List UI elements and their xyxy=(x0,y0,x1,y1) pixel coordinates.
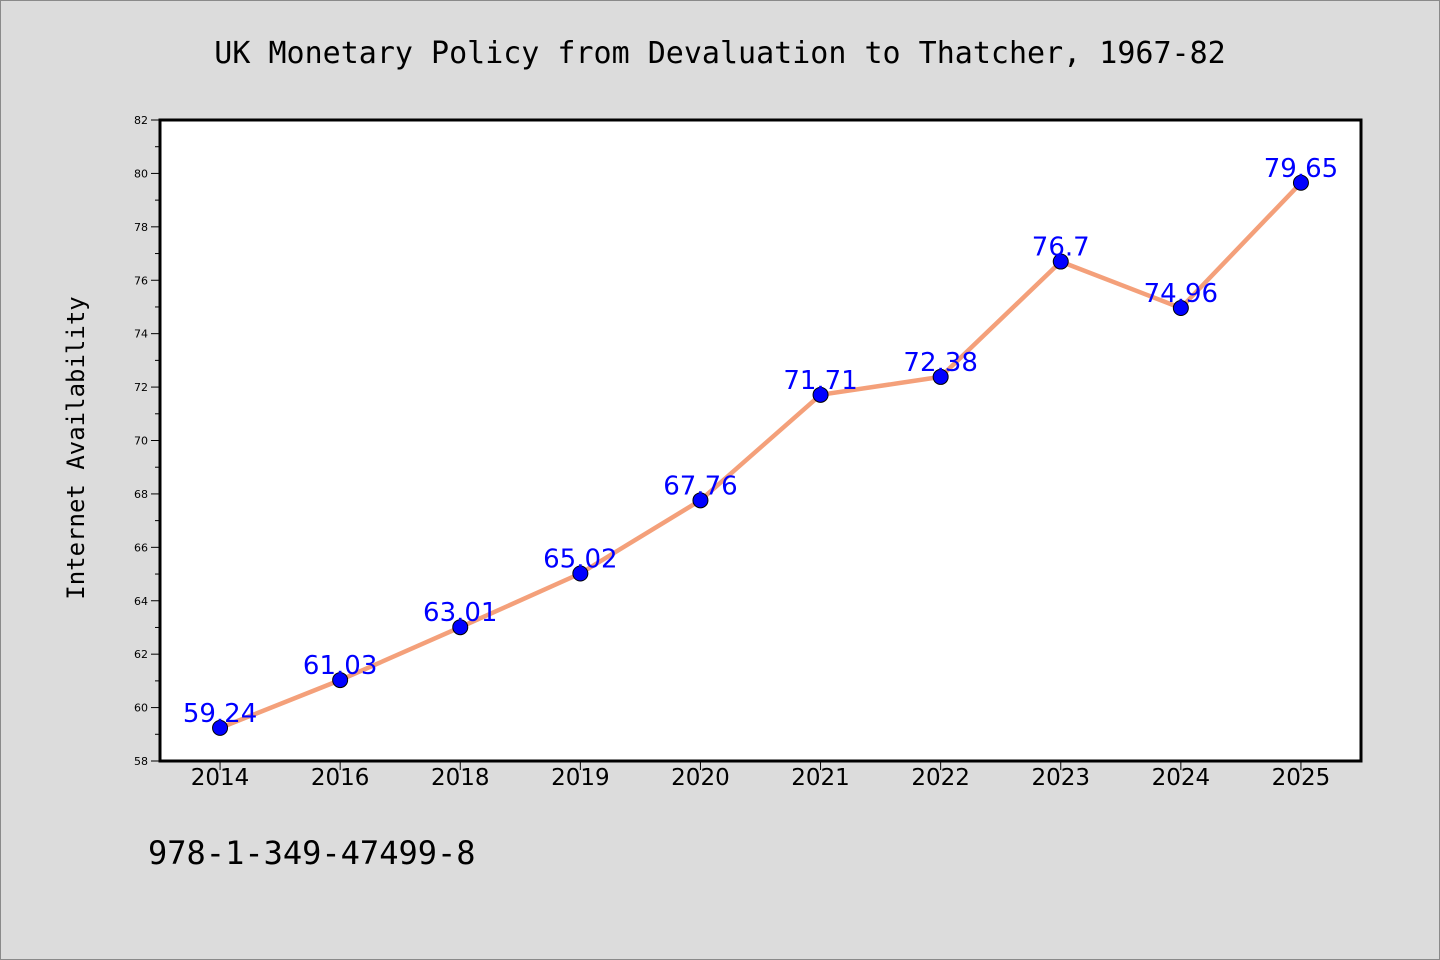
data-label: 72.38 xyxy=(903,348,977,378)
y-tick-label: 62 xyxy=(134,648,148,661)
marker-group xyxy=(212,174,1309,736)
x-tick-label: 2021 xyxy=(791,765,850,791)
x-axis: 2014 2016 2018 2019 2020 2021 2022 2023 2024 2025 xyxy=(191,761,1330,791)
plot-area xyxy=(160,120,1361,761)
x-tick-label: 2018 xyxy=(431,765,490,791)
y-tick-label: 72 xyxy=(134,381,148,394)
y-tick-label: 58 xyxy=(134,755,148,768)
data-point xyxy=(692,492,709,509)
y-tick-label: 82 xyxy=(134,114,148,127)
series-line xyxy=(217,180,1304,731)
data-point xyxy=(1172,300,1189,317)
data-label: 63.01 xyxy=(423,598,497,628)
data-point xyxy=(1292,174,1309,191)
y-tick-label: 76 xyxy=(134,274,148,287)
series-line-group xyxy=(217,180,1304,731)
data-label: 71.71 xyxy=(783,366,857,396)
y-axis-label: Internet Availability xyxy=(62,296,90,599)
y-tick-label: 68 xyxy=(134,488,148,501)
x-tick-label: 2024 xyxy=(1152,765,1211,791)
y-tick-label: 64 xyxy=(134,595,148,608)
data-label: 61.03 xyxy=(303,651,377,681)
data-point xyxy=(932,368,949,385)
plot-border xyxy=(158,118,1363,763)
data-label: 65.02 xyxy=(543,545,617,575)
y-tick-label: 66 xyxy=(134,541,148,554)
data-label: 59.24 xyxy=(183,699,257,729)
y-axis: 58 60 62 64 66 68 70 72 74 76 78 80 82 xyxy=(134,114,160,768)
x-tick-label: 2023 xyxy=(1031,765,1090,791)
data-label: 67.76 xyxy=(663,471,737,501)
chart-title: UK Monetary Policy from Devaluation to T… xyxy=(214,36,1225,71)
data-point xyxy=(1052,253,1069,270)
x-tick-label: 2022 xyxy=(911,765,970,791)
y-tick-label: 70 xyxy=(134,435,148,448)
x-tick-label: 2014 xyxy=(191,765,250,791)
data-label-group: 59.24 61.03 63.01 65.02 67.76 71.71 72.38 76.7 7… xyxy=(183,154,1338,729)
x-tick-label: 2019 xyxy=(551,765,610,791)
x-tick-label: 2020 xyxy=(671,765,730,791)
data-point xyxy=(452,619,469,636)
data-point xyxy=(212,719,229,736)
data-point xyxy=(332,672,349,689)
data-label: 74.96 xyxy=(1144,279,1218,309)
x-tick-label: 2025 xyxy=(1272,765,1331,791)
y-tick-label: 60 xyxy=(134,702,148,715)
y-tick-label: 80 xyxy=(134,167,148,180)
y-tick-label: 78 xyxy=(134,221,148,234)
data-point xyxy=(812,386,829,403)
data-label: 79.65 xyxy=(1264,154,1338,184)
isbn-text: 978-1-349-47499-8 xyxy=(148,834,476,872)
x-tick-label: 2016 xyxy=(311,765,370,791)
y-tick-label: 74 xyxy=(134,328,148,341)
data-point xyxy=(572,565,589,582)
data-label: 76.7 xyxy=(1032,233,1090,263)
